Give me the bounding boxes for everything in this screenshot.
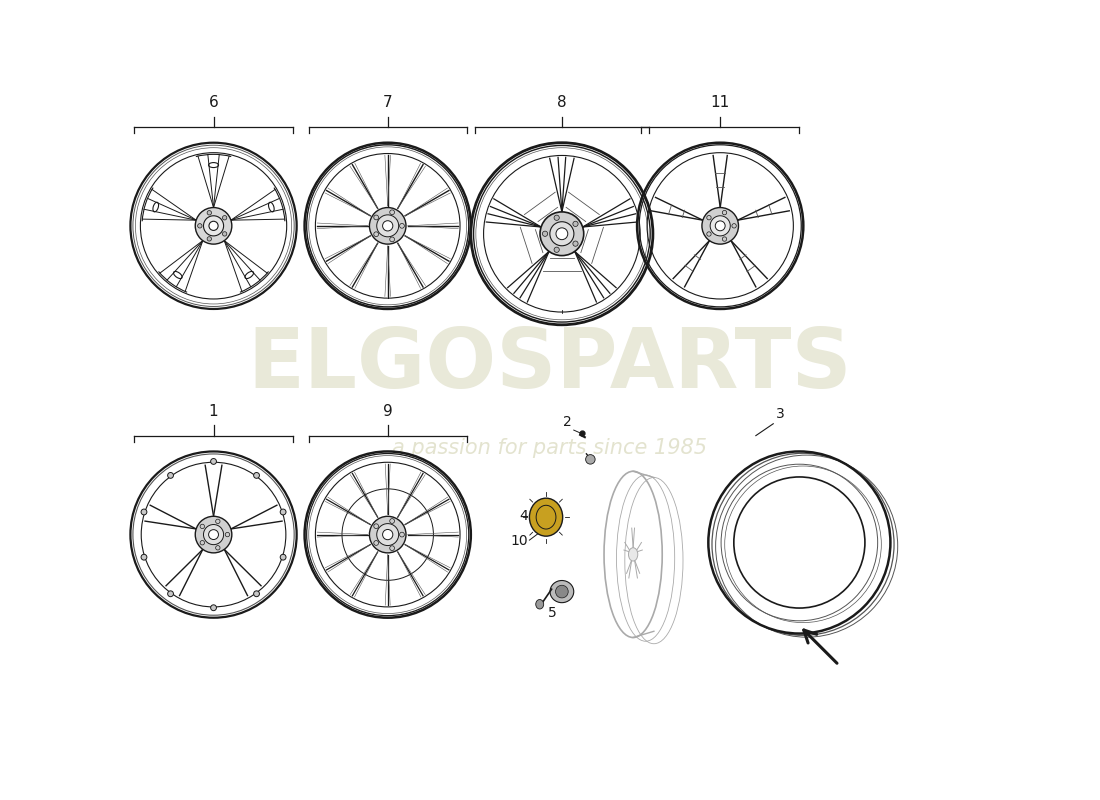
Ellipse shape bbox=[536, 599, 543, 609]
Circle shape bbox=[554, 247, 559, 252]
Circle shape bbox=[707, 232, 712, 236]
Circle shape bbox=[723, 210, 727, 215]
Text: 3: 3 bbox=[776, 407, 784, 422]
Ellipse shape bbox=[529, 498, 563, 536]
Text: 6: 6 bbox=[209, 95, 219, 110]
Circle shape bbox=[399, 532, 405, 537]
Circle shape bbox=[715, 221, 725, 230]
Circle shape bbox=[209, 222, 218, 230]
Circle shape bbox=[204, 216, 223, 236]
Circle shape bbox=[383, 530, 393, 540]
Circle shape bbox=[573, 241, 579, 246]
Circle shape bbox=[204, 525, 223, 545]
Circle shape bbox=[200, 541, 205, 545]
Circle shape bbox=[376, 215, 398, 237]
Circle shape bbox=[389, 518, 395, 523]
Ellipse shape bbox=[550, 581, 574, 602]
Circle shape bbox=[141, 554, 147, 560]
Circle shape bbox=[222, 232, 227, 236]
Circle shape bbox=[210, 458, 217, 464]
Circle shape bbox=[209, 530, 219, 539]
Text: 5: 5 bbox=[548, 606, 557, 620]
Circle shape bbox=[280, 509, 286, 515]
Circle shape bbox=[550, 222, 574, 246]
Circle shape bbox=[216, 519, 220, 523]
Text: 1: 1 bbox=[209, 404, 219, 419]
Circle shape bbox=[167, 591, 174, 597]
Circle shape bbox=[711, 216, 730, 236]
Text: a passion for parts since 1985: a passion for parts since 1985 bbox=[393, 438, 707, 458]
Circle shape bbox=[216, 546, 220, 550]
Circle shape bbox=[554, 215, 559, 220]
Text: 10: 10 bbox=[510, 534, 528, 548]
Circle shape bbox=[702, 207, 738, 244]
Circle shape bbox=[732, 224, 736, 228]
Ellipse shape bbox=[628, 548, 638, 561]
Circle shape bbox=[374, 541, 378, 546]
Circle shape bbox=[280, 554, 286, 560]
Circle shape bbox=[383, 221, 393, 231]
Circle shape bbox=[196, 516, 232, 553]
Circle shape bbox=[207, 210, 211, 215]
Circle shape bbox=[200, 524, 205, 529]
Text: 4: 4 bbox=[519, 509, 528, 522]
Circle shape bbox=[167, 473, 174, 478]
Circle shape bbox=[374, 524, 378, 529]
Circle shape bbox=[723, 237, 727, 242]
Circle shape bbox=[389, 546, 395, 550]
Circle shape bbox=[198, 224, 202, 228]
Circle shape bbox=[370, 516, 406, 553]
Circle shape bbox=[542, 231, 548, 236]
Circle shape bbox=[222, 215, 227, 220]
Circle shape bbox=[376, 524, 398, 546]
Circle shape bbox=[707, 215, 712, 220]
Text: 8: 8 bbox=[557, 95, 566, 110]
Circle shape bbox=[556, 228, 568, 240]
Circle shape bbox=[374, 232, 378, 237]
Circle shape bbox=[226, 532, 230, 537]
Circle shape bbox=[196, 207, 232, 244]
Circle shape bbox=[370, 207, 406, 244]
Circle shape bbox=[389, 210, 395, 214]
Circle shape bbox=[399, 223, 405, 228]
Circle shape bbox=[734, 477, 865, 608]
Circle shape bbox=[540, 212, 584, 256]
Circle shape bbox=[141, 509, 147, 515]
Circle shape bbox=[389, 237, 395, 242]
Circle shape bbox=[585, 454, 595, 464]
Circle shape bbox=[374, 215, 378, 220]
Circle shape bbox=[573, 222, 579, 226]
Circle shape bbox=[254, 591, 260, 597]
Circle shape bbox=[254, 473, 260, 478]
Text: 7: 7 bbox=[383, 95, 393, 110]
Circle shape bbox=[210, 605, 217, 610]
Ellipse shape bbox=[556, 586, 569, 598]
Text: ELGOSPARTS: ELGOSPARTS bbox=[248, 324, 852, 405]
Text: 2: 2 bbox=[563, 414, 572, 429]
Text: 9: 9 bbox=[383, 404, 393, 419]
Circle shape bbox=[207, 237, 211, 241]
Text: 11: 11 bbox=[711, 95, 729, 110]
